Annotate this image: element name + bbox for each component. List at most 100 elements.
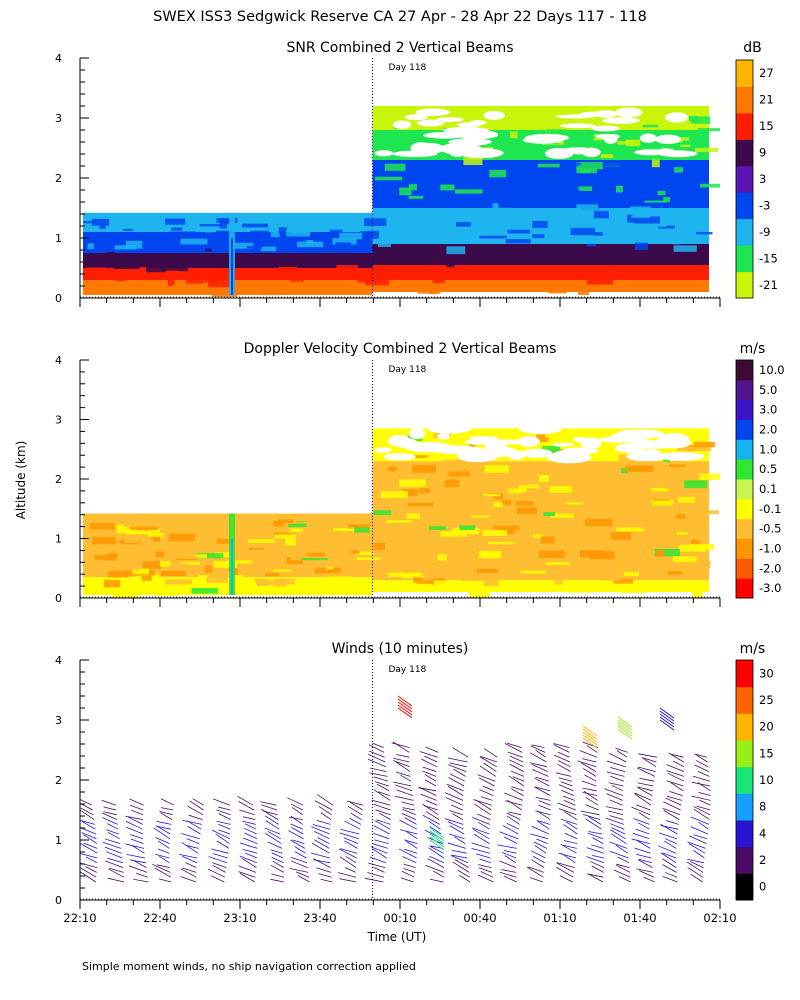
wind-barb: [187, 805, 204, 816]
texture-patch: [116, 526, 138, 534]
texture-patch: [488, 269, 500, 274]
texture-patch: [677, 445, 697, 452]
wind-barb: [617, 728, 633, 740]
y-tick-label: 1: [55, 533, 62, 546]
wind-barb: [634, 792, 652, 801]
wind-barb: [531, 825, 549, 835]
wind-barb: [504, 850, 517, 854]
wind-barb: [616, 750, 628, 758]
texture-patch: [691, 591, 703, 598]
texture-patch: [318, 285, 329, 294]
wind-barb: [509, 763, 525, 772]
texture-patch: [120, 582, 138, 591]
wind-barb: [591, 865, 604, 873]
texture-patch: [484, 465, 510, 473]
texture-patch: [526, 287, 546, 290]
gap: [464, 439, 492, 445]
x-tick-label: 02:10: [703, 911, 736, 925]
wind-barb: [399, 829, 418, 835]
colorbar-swatch: [736, 686, 753, 714]
wind-barb: [477, 813, 491, 820]
texture-patch: [423, 561, 437, 569]
gap: [383, 453, 416, 461]
wind-barb: [420, 793, 437, 801]
wind-barb: [420, 758, 437, 768]
colorbar-swatch: [736, 459, 753, 480]
texture-patch: [667, 571, 683, 575]
wind-barb: [618, 876, 631, 883]
texture-patch: [684, 480, 708, 489]
wind-barb-highlight-1: [582, 725, 598, 749]
wind-barb: [538, 800, 551, 806]
texture-patch: [619, 586, 646, 593]
wind-barb: [338, 848, 357, 859]
texture-patch: [205, 565, 212, 573]
texture-patch: [654, 548, 680, 557]
wind-barb: [617, 856, 630, 864]
wind-barb: [688, 843, 706, 854]
texture-patch: [332, 572, 345, 577]
panel-title: SNR Combined 2 Vertical Beams: [286, 40, 513, 56]
wind-barb: [636, 767, 656, 777]
wind-barb: [555, 772, 572, 777]
wind-barb: [155, 837, 170, 844]
wind-barb: [316, 867, 332, 873]
wind-barb: [585, 797, 599, 806]
wind-barb: [314, 800, 333, 811]
texture-patch: [627, 214, 635, 223]
colorbar-swatch: [736, 538, 753, 559]
gap: [639, 133, 657, 143]
wind-barb: [690, 816, 710, 825]
texture-patch: [476, 568, 499, 573]
wind-barb: [406, 840, 418, 849]
texture-patch: [190, 554, 207, 558]
wind-barb: [666, 764, 685, 772]
texture-patch: [600, 154, 614, 159]
wind-barb: [401, 870, 415, 878]
texture-patch: [493, 525, 520, 530]
texture-patch: [543, 512, 555, 517]
texture-patch: [388, 572, 406, 578]
colorbar-swatch: [736, 271, 753, 299]
wind-barb: [289, 867, 309, 873]
wind-barb: [690, 873, 703, 883]
wind-barb: [507, 751, 523, 758]
wind-barb: [616, 864, 631, 873]
texture-patch: [690, 539, 700, 548]
texture-patch: [520, 570, 547, 574]
wind-barb: [81, 832, 97, 840]
colorbar-label: -2.0: [759, 561, 781, 575]
texture-patch: [483, 494, 501, 497]
colorbar-swatch: [736, 518, 753, 539]
colorbar-label: -3.0: [759, 581, 781, 595]
wind-barb: [288, 816, 303, 820]
texture-patch: [244, 582, 257, 587]
wind-barb: [447, 821, 464, 830]
wind-barb: [690, 826, 708, 835]
plot-area: [83, 82, 720, 297]
wind-barb: [242, 848, 258, 854]
texture-patch: [136, 261, 157, 265]
texture-patch: [199, 224, 222, 227]
wind-barb: [126, 826, 143, 835]
gap: [544, 147, 574, 159]
wind-barb: [636, 840, 651, 849]
texture-patch: [399, 187, 412, 196]
wind-barb: [291, 807, 303, 816]
wind-barb: [290, 815, 303, 825]
texture-patch: [216, 217, 238, 223]
texture-patch: [132, 568, 150, 575]
gap: [552, 442, 575, 447]
texture-patch: [623, 237, 634, 241]
wind-barb: [662, 807, 681, 816]
texture-patch: [492, 203, 499, 210]
wind-barb: [395, 761, 411, 772]
wind-barb: [560, 781, 573, 787]
texture-patch: [646, 176, 671, 180]
wind-profile-15: [471, 748, 498, 883]
wind-barb: [452, 849, 467, 854]
texture-patch: [148, 533, 165, 537]
texture-patch: [128, 226, 146, 231]
wind-barb: [534, 777, 550, 787]
texture-patch: [132, 282, 148, 289]
